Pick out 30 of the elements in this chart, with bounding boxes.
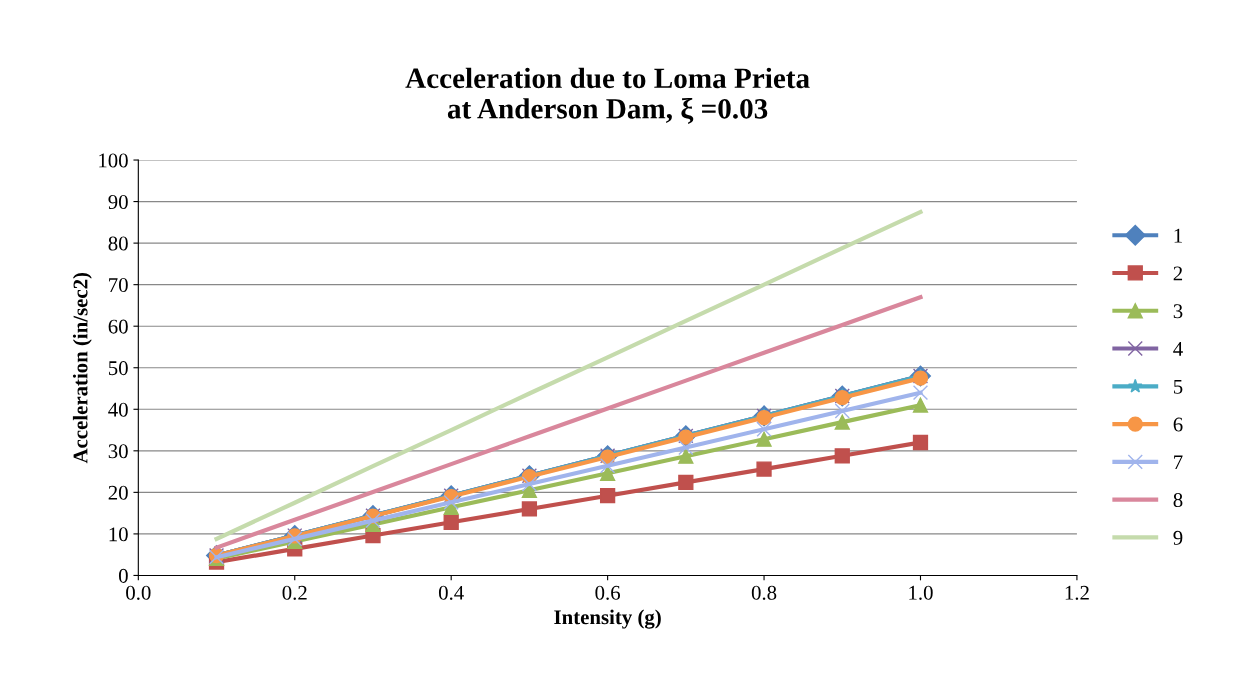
legend-label: 8 [1173, 493, 1183, 508]
legend-label: 5 [1173, 379, 1183, 394]
y-tick-label: 90 [108, 194, 128, 210]
y-tick-label: 80 [108, 236, 128, 251]
chart-title: Acceleration due to Loma Prieta at Anderson Dam, ξ =0.03 [405, 67, 810, 124]
x-tick-label: 0.8 [751, 585, 777, 600]
y-tick-label: 30 [108, 444, 128, 459]
y-tick-label: 40 [108, 402, 128, 417]
legend-label: 9 [1173, 530, 1183, 545]
x-tick-label: 1.0 [909, 585, 933, 600]
y-axis-title: Acceleration (in/sec2) [72, 272, 92, 464]
x-tick-label: 0.4 [438, 585, 464, 600]
x-tick-label: 1.2 [1065, 585, 1089, 600]
legend-label: 1 [1174, 228, 1182, 243]
legend-label: 2 [1173, 266, 1183, 281]
y-tick-label: 20 [108, 485, 128, 500]
y-tick-label: 100 [99, 153, 128, 168]
legend-label: 4 [1173, 342, 1183, 356]
x-tick-label: 0.6 [595, 585, 621, 600]
y-tick-label: 0 [118, 568, 128, 583]
x-tick-label: 0.2 [282, 585, 307, 600]
legend-label: 7 [1174, 455, 1183, 470]
legend-label: 6 [1173, 417, 1183, 432]
legend-label: 3 [1173, 304, 1183, 319]
y-tick-label: 60 [108, 319, 128, 334]
y-tick-label: 70 [109, 278, 128, 293]
x-axis-title: Intensity (g) [554, 609, 661, 629]
y-tick-label: 50 [108, 361, 128, 376]
y-tick-label: 10 [109, 527, 128, 542]
x-tick-label: 0.0 [126, 585, 151, 600]
